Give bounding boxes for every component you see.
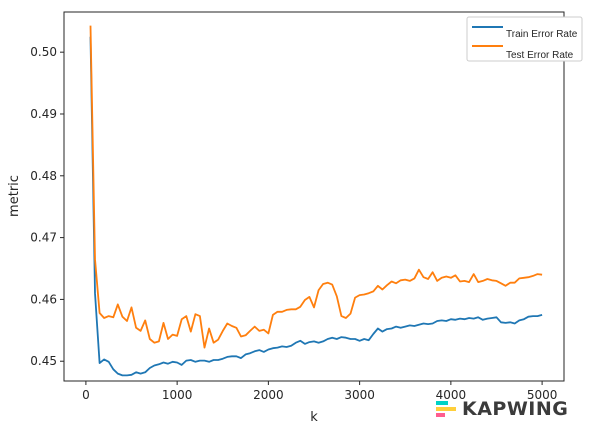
y-tick-label: 0.50 xyxy=(30,45,57,59)
x-tick-label: 3000 xyxy=(344,388,375,402)
y-tick-label: 0.47 xyxy=(30,231,57,245)
y-tick-label: 0.48 xyxy=(30,169,57,183)
watermark-text: KAPWING xyxy=(462,398,569,420)
kapwing-logo-icon xyxy=(436,401,456,417)
y-tick-label: 0.49 xyxy=(30,107,57,121)
legend-label-test: Test Error Rate xyxy=(506,50,574,61)
y-tick-label: 0.46 xyxy=(30,292,57,306)
legend-label-train: Train Error Rate xyxy=(506,29,578,40)
y-axis: 0.45 0.46 0.47 0.48 0.49 0.50 xyxy=(30,45,64,368)
x-tick-label: 4000 xyxy=(436,388,467,402)
x-tick-label: 5000 xyxy=(527,388,558,402)
x-tick-label: 1000 xyxy=(162,388,193,402)
x-tick-label: 2000 xyxy=(253,388,284,402)
x-tick-label: 0 xyxy=(82,388,90,402)
watermark: KAPWING xyxy=(436,396,568,422)
x-axis: 0 1000 2000 3000 4000 5000 xyxy=(82,381,557,402)
legend: Train Error Rate Test Error Rate xyxy=(466,16,583,62)
series-line-test xyxy=(89,25,543,349)
y-axis-label: metric xyxy=(7,175,22,217)
series-layer xyxy=(89,25,543,377)
plot-frame xyxy=(63,11,565,382)
series-line-train xyxy=(89,36,543,377)
y-tick-label: 0.45 xyxy=(30,354,57,368)
x-axis-label: k xyxy=(310,410,318,425)
